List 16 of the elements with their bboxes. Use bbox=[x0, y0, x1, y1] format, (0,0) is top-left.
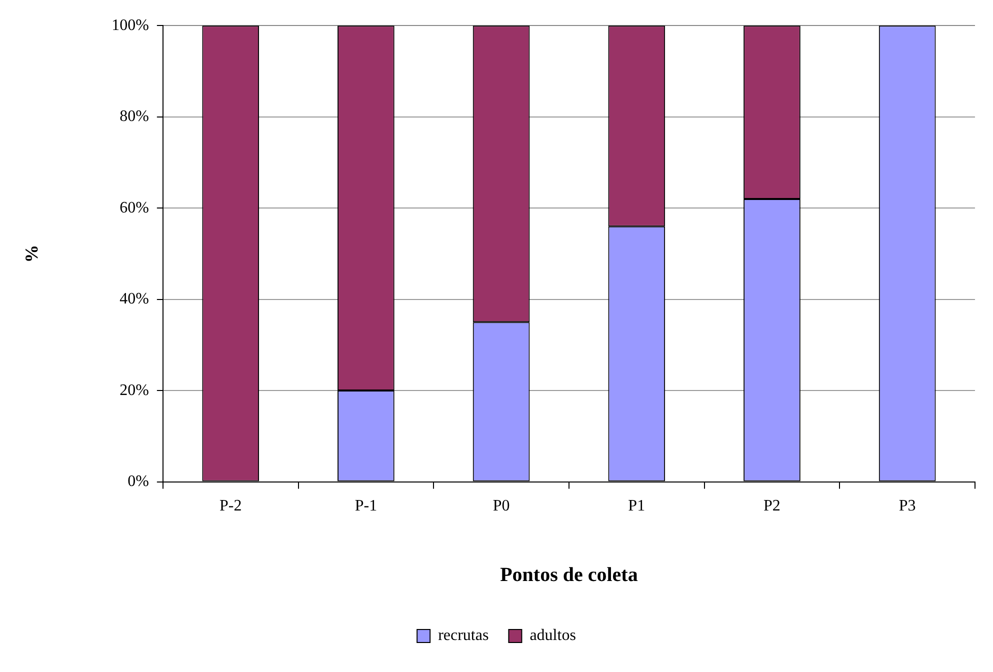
x-tick-label: P-1 bbox=[354, 498, 378, 515]
y-tick-label: 40% bbox=[120, 290, 149, 308]
legend-label: recrutas bbox=[438, 627, 489, 644]
y-axis-title: % bbox=[21, 244, 42, 263]
x-tick-label: P0 bbox=[492, 498, 510, 515]
x-axis-title: Pontos de coleta bbox=[500, 564, 638, 586]
x-tick-label: P3 bbox=[898, 498, 916, 515]
x-tick-label: P2 bbox=[764, 498, 780, 515]
y-tick-label: 100% bbox=[112, 16, 149, 34]
y-tick-label: 0% bbox=[128, 473, 149, 490]
legend-label: adultos bbox=[530, 627, 576, 644]
y-tick-label: 20% bbox=[120, 382, 149, 399]
x-tick-label: P1 bbox=[628, 498, 646, 515]
x-tick-label: P-2 bbox=[219, 498, 242, 515]
y-tick-label: 60% bbox=[120, 199, 149, 216]
y-tick-label: 80% bbox=[120, 108, 149, 126]
